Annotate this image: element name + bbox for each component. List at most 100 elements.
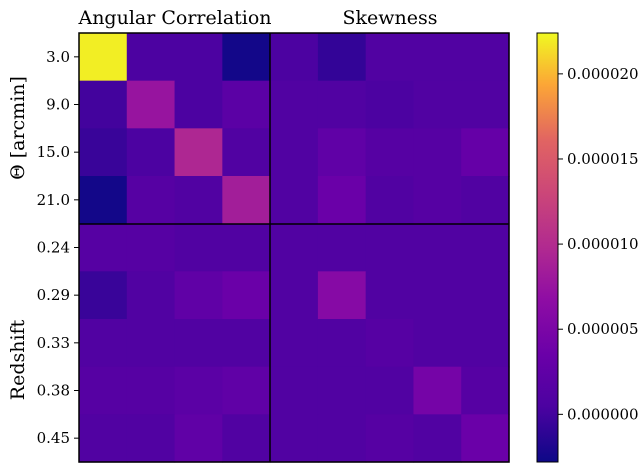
heatmap-cell (365, 128, 415, 177)
heatmap-cell (270, 414, 319, 463)
heatmap-cell (461, 80, 510, 129)
heatmap-cell (174, 271, 223, 320)
heatmap-cell (126, 33, 176, 82)
heatmap-cell (222, 80, 271, 129)
heatmap-cell (126, 414, 176, 463)
heatmap-cell (270, 80, 319, 129)
column-title-skewness: Skewness (342, 7, 437, 29)
heatmap-cell (79, 80, 128, 129)
heatmap-cell (413, 80, 462, 129)
heatmap-cell (365, 33, 415, 82)
heatmap-cell (317, 414, 367, 463)
heatmap-cell (413, 176, 462, 225)
heatmap-cell (222, 414, 271, 463)
heatmap-cell (365, 366, 415, 415)
row-tick-label: 0.29 (37, 286, 70, 304)
heatmap-cell (174, 176, 223, 225)
row-tick-label: 0.33 (37, 334, 70, 352)
heatmap-cell (413, 414, 462, 463)
heatmap-cell (126, 366, 176, 415)
heatmap-cell (222, 128, 271, 177)
heatmap-cell (365, 319, 415, 368)
row-tick-label: 21.0 (37, 191, 70, 209)
heatmap-cell (79, 414, 128, 463)
colorbar (536, 32, 559, 463)
colorbar-tick-label: 0.000020 (567, 65, 638, 83)
heatmap-cell (126, 223, 176, 272)
heatmap-cell (174, 414, 223, 463)
block-dividers (79, 33, 509, 462)
heatmap-cell (365, 176, 415, 225)
heatmap-cell (413, 319, 462, 368)
heatmap-cell (270, 33, 319, 82)
heatmap-cell (126, 128, 176, 177)
heatmap-cell (317, 128, 367, 177)
heatmap-cell (79, 271, 128, 320)
colorbar-tick-label: 0.000010 (567, 235, 638, 253)
row-tick-group: 3.0 9.0 15.0 21.0 0.24 0.29 0.33 0.38 0.45 (37, 48, 79, 447)
colorbar-tick-label: 0.000015 (567, 150, 638, 168)
heatmap-cell (461, 176, 510, 225)
heatmap-cell (79, 176, 128, 225)
heatmap-cell (174, 366, 223, 415)
heatmap-cell (174, 128, 223, 177)
heatmap-cell (317, 33, 367, 82)
heatmap-cell (174, 33, 223, 82)
column-title-angular-correlation: Angular Correlation (77, 7, 271, 29)
heatmap-cell (461, 319, 510, 368)
heatmap-cell (461, 271, 510, 320)
heatmap-cell (270, 319, 319, 368)
heatmap-cell (461, 33, 510, 82)
row-group-label-redshift: Redshift (7, 319, 29, 400)
colorbar-tick-group: 0.000000 0.000005 0.000010 0.000015 0.000020 (558, 65, 638, 423)
colorbar-tick-label: 0.000005 (567, 320, 638, 338)
heatmap-cell (317, 80, 367, 129)
heatmap-cell (174, 319, 223, 368)
heatmap-cell (461, 128, 510, 177)
heatmap-cell (222, 366, 271, 415)
heatmap-cell (461, 366, 510, 415)
heatmap-cell (365, 414, 415, 463)
heatmap-cell (126, 271, 176, 320)
row-tick-label: 0.24 (37, 239, 70, 257)
heatmap-cells (79, 33, 510, 463)
row-group-label-theta: Θ [arcmin] (7, 76, 29, 180)
heatmap-cell (317, 176, 367, 225)
heatmap-cell (317, 271, 367, 320)
row-tick-label: 3.0 (46, 48, 70, 66)
heatmap-cell (79, 33, 128, 82)
heatmap-cell (270, 366, 319, 415)
heatmap-cell (270, 223, 319, 272)
heatmap-cell (365, 223, 415, 272)
heatmap-cell (222, 223, 271, 272)
heatmap-cell (79, 223, 128, 272)
heatmap-cell (270, 176, 319, 225)
heatmap-cell (174, 223, 223, 272)
row-tick-label: 9.0 (46, 96, 70, 114)
heatmap-cell (413, 128, 462, 177)
row-tick-label: 0.38 (37, 382, 70, 400)
heatmap-cell (174, 80, 223, 129)
heatmap-cell (222, 271, 271, 320)
heatmap-cell (317, 223, 367, 272)
heatmap-cell (126, 176, 176, 225)
heatmap-cell (222, 319, 271, 368)
heatmap-cell (413, 366, 462, 415)
heatmap-cell (317, 366, 367, 415)
heatmap-cell (222, 33, 271, 82)
heatmap-cell (126, 80, 176, 129)
heatmap-cell (79, 128, 128, 177)
heatmap-cell (413, 271, 462, 320)
heatmap-cell (365, 80, 415, 129)
heatmap-cell (365, 271, 415, 320)
heatmap-cell (222, 176, 271, 225)
heatmap-cell (461, 414, 510, 463)
heatmap-cell (461, 223, 510, 272)
heatmap-cell (270, 271, 319, 320)
heatmap-cell (79, 319, 128, 368)
row-tick-label: 0.45 (37, 429, 70, 447)
heatmap-cell (413, 223, 462, 272)
heatmap-cell (126, 319, 176, 368)
row-tick-label: 15.0 (37, 143, 70, 161)
